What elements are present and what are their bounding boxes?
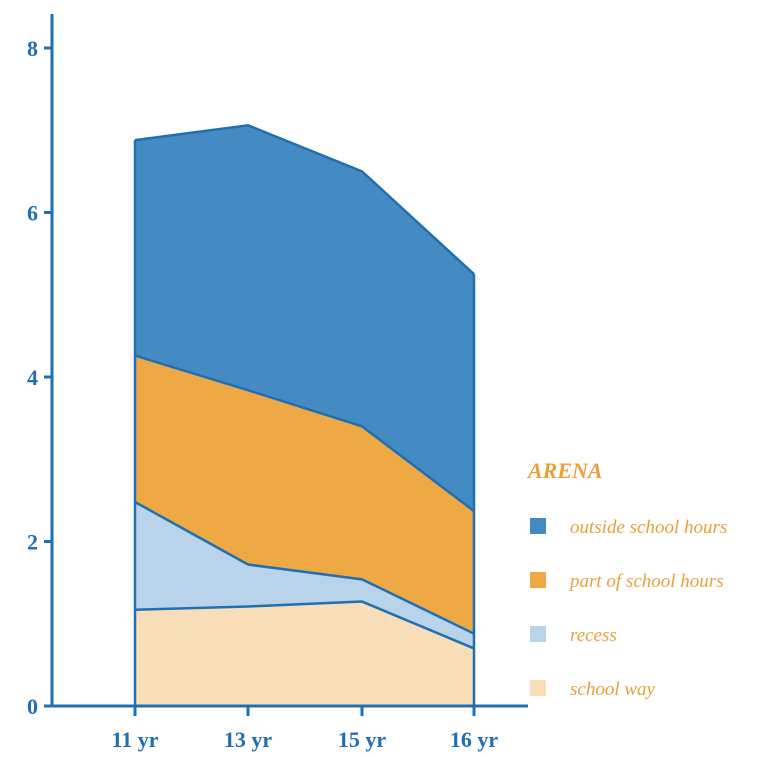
x-tick-label: 13 yr <box>224 727 273 752</box>
area-school-way <box>135 601 474 706</box>
series-boundary-lines <box>133 124 476 706</box>
legend-title: ARENA <box>526 458 603 483</box>
boundary-part-of-school-hours <box>134 354 475 513</box>
legend-label: part of school hours <box>568 571 724 592</box>
boundary-outside-school-hours <box>134 124 475 276</box>
boundary-school-way <box>134 600 475 650</box>
legend-swatch-recess <box>530 626 546 642</box>
y-tick-label: 4 <box>27 365 38 390</box>
y-tick-label: 0 <box>27 694 38 719</box>
area-outside-school-hours <box>135 125 474 512</box>
y-axis-ticks: 0 2 4 6 8 <box>27 36 52 719</box>
y-tick-label: 8 <box>27 36 38 61</box>
legend-swatch-part-of-school-hours <box>530 572 546 588</box>
y-tick-label: 2 <box>27 530 38 555</box>
legend: ARENA outside school hours part of school… <box>526 458 727 700</box>
legend-swatch-outside-school-hours <box>530 518 546 534</box>
x-tick-label: 15 yr <box>338 727 387 752</box>
area-series-group <box>135 125 474 706</box>
legend-label: school way <box>570 679 656 700</box>
y-tick-label: 6 <box>27 201 38 226</box>
boundary-recess <box>134 500 475 635</box>
legend-items: outside school hours part of school hours… <box>530 517 727 700</box>
x-axis-ticks: 11 yr 13 yr 15 yr 16 yr <box>111 706 498 752</box>
legend-label: outside school hours <box>570 517 727 538</box>
x-tick-label: 16 yr <box>450 727 499 752</box>
x-tick-label: 11 yr <box>111 727 158 752</box>
area-part-of-school-hours <box>135 355 474 634</box>
legend-swatch-school-way <box>530 680 546 696</box>
legend-label: recess <box>570 625 617 646</box>
axes <box>50 14 528 708</box>
